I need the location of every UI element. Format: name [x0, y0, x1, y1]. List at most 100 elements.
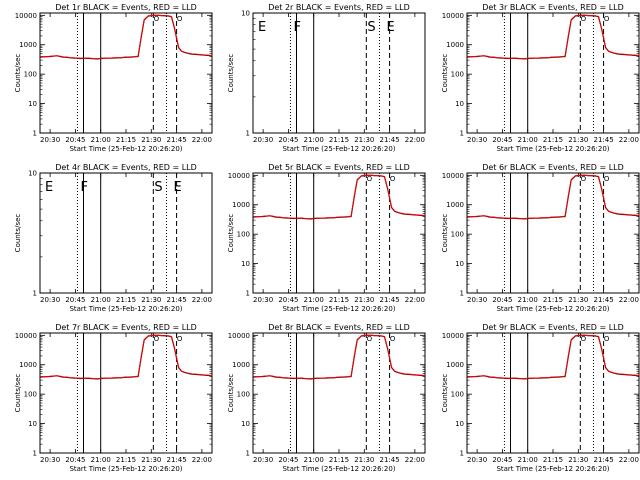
x-tick-label: 22:00 — [192, 296, 212, 304]
x-axis-label: Start Time (25-Feb-12 20:26:20) — [496, 465, 609, 473]
panel-title: Det 1r BLACK = Events, RED = LLD — [55, 3, 197, 12]
x-tick-label: 21:30 — [141, 456, 161, 464]
x-tick-label: 21:45 — [593, 456, 613, 464]
y-tick-label: 10 — [241, 420, 250, 428]
x-tick-label: 21:45 — [379, 136, 399, 144]
x-tick-label: 22:00 — [192, 456, 212, 464]
x-tick-label: 21:15 — [116, 136, 136, 144]
peak-marker-label: O — [581, 175, 587, 183]
x-tick-label: 21:30 — [354, 136, 374, 144]
x-tick-label: 22:00 — [619, 456, 639, 464]
y-tick-label: 10000 — [442, 332, 464, 340]
x-tick-label: 21:15 — [329, 136, 349, 144]
event-letter: E — [387, 20, 395, 35]
y-axis-label: Counts/sec — [227, 214, 235, 253]
event-letter: F — [293, 20, 300, 35]
panel-8: Det 8r BLACK = Events, RED = LLD 20:30 20:… — [227, 323, 426, 473]
x-tick-label: 21:00 — [518, 296, 538, 304]
panel-1: Det 1r BLACK = Events, RED = LLD 20:30 20:… — [14, 3, 213, 153]
y-tick-label: 100 — [451, 391, 464, 399]
peak-marker-label: O — [367, 175, 373, 183]
y-tick-label: 1 — [460, 290, 464, 298]
peak-marker-label: O — [154, 335, 160, 343]
panel-4: Det 4r BLACK = Events, RED = LLD 20:30 20:… — [14, 163, 213, 313]
x-tick-label: 20:45 — [65, 296, 85, 304]
x-tick-label: 21:00 — [518, 136, 538, 144]
x-tick-label: 20:45 — [492, 296, 512, 304]
y-axis-label: Counts/sec — [441, 374, 449, 413]
panel-2: Det 2r BLACK = Events, RED = LLD 20:30 20:… — [227, 3, 426, 153]
x-tick-label: 22:00 — [619, 136, 639, 144]
x-tick-label: 21:00 — [91, 456, 111, 464]
x-tick-label: 22:00 — [405, 296, 425, 304]
lld-series-line — [39, 334, 213, 380]
x-tick-label: 22:00 — [405, 456, 425, 464]
x-tick-label: 21:15 — [116, 296, 136, 304]
event-letter: E — [258, 20, 266, 35]
panel-title: Det 6r BLACK = Events, RED = LLD — [482, 163, 624, 172]
y-axis-label: Counts/sec — [14, 54, 22, 93]
plot-frame — [39, 12, 213, 134]
x-tick-label: 21:45 — [166, 296, 186, 304]
y-tick-label: 10 — [28, 100, 37, 108]
panel-title: Det 5r BLACK = Events, RED = LLD — [268, 163, 410, 172]
x-tick-label: 21:45 — [166, 456, 186, 464]
plot-frame — [466, 172, 640, 294]
plot-frame — [466, 332, 640, 454]
event-letter: E — [174, 180, 182, 195]
peak-marker-label: O — [604, 175, 610, 183]
x-axis-label: Start Time (25-Feb-12 20:26:20) — [496, 305, 609, 313]
y-tick-label: 10000 — [442, 172, 464, 180]
x-tick-label: 21:45 — [593, 296, 613, 304]
panel-3: Det 3r BLACK = Events, RED = LLD 20:30 20:… — [441, 3, 640, 153]
plot-frame — [252, 332, 426, 454]
x-tick-label: 21:30 — [568, 136, 588, 144]
lld-series-line — [466, 14, 640, 60]
peak-marker-label: O — [390, 335, 396, 343]
x-tick-label: 21:45 — [379, 296, 399, 304]
panel-title: Det 4r BLACK = Events, RED = LLD — [55, 163, 197, 172]
x-tick-label: 20:30 — [40, 296, 60, 304]
x-tick-label: 21:30 — [354, 456, 374, 464]
y-axis-label: Counts/sec — [14, 374, 22, 413]
lld-series-line — [252, 174, 426, 220]
x-tick-label: 20:45 — [492, 136, 512, 144]
y-tick-label: 10 — [28, 420, 37, 428]
peak-marker-label: O — [367, 335, 373, 343]
y-tick-label: 1 — [33, 450, 37, 458]
y-tick-label: 1 — [33, 130, 37, 138]
peak-marker-label: O — [177, 15, 183, 23]
y-tick-label: 100 — [451, 71, 464, 79]
y-axis-label: Counts/sec — [441, 214, 449, 253]
panel-9: Det 9r BLACK = Events, RED = LLD 20:30 20:… — [441, 323, 640, 473]
x-axis-label: Start Time (25-Feb-12 20:26:20) — [282, 305, 395, 313]
lld-series-line — [39, 14, 213, 60]
y-axis-label: Counts/sec — [14, 214, 22, 253]
peak-marker-label: O — [581, 15, 587, 23]
x-tick-label: 22:00 — [619, 296, 639, 304]
event-letter: F — [80, 180, 87, 195]
plot-frame — [39, 172, 213, 294]
peak-marker-label: O — [390, 175, 396, 183]
panel-title: Det 8r BLACK = Events, RED = LLD — [268, 323, 410, 332]
x-tick-label: 20:30 — [253, 456, 273, 464]
peak-marker-label: O — [177, 335, 183, 343]
y-tick-label: 10 — [241, 10, 250, 18]
event-letter: S — [154, 180, 162, 195]
x-tick-label: 20:45 — [278, 136, 298, 144]
x-tick-label: 20:45 — [278, 456, 298, 464]
x-tick-label: 20:30 — [40, 456, 60, 464]
plot-frame — [252, 12, 426, 134]
y-tick-label: 100 — [237, 391, 250, 399]
y-tick-label: 10000 — [15, 332, 37, 340]
y-tick-label: 10000 — [228, 332, 250, 340]
y-tick-label: 100 — [24, 71, 37, 79]
x-tick-label: 21:45 — [166, 136, 186, 144]
x-tick-label: 21:15 — [543, 456, 563, 464]
panel-title: Det 7r BLACK = Events, RED = LLD — [55, 323, 197, 332]
event-letter: S — [367, 20, 375, 35]
y-tick-label: 10 — [455, 420, 464, 428]
lld-series-line — [466, 334, 640, 380]
plot-frame — [466, 12, 640, 134]
event-letter: E — [45, 180, 53, 195]
